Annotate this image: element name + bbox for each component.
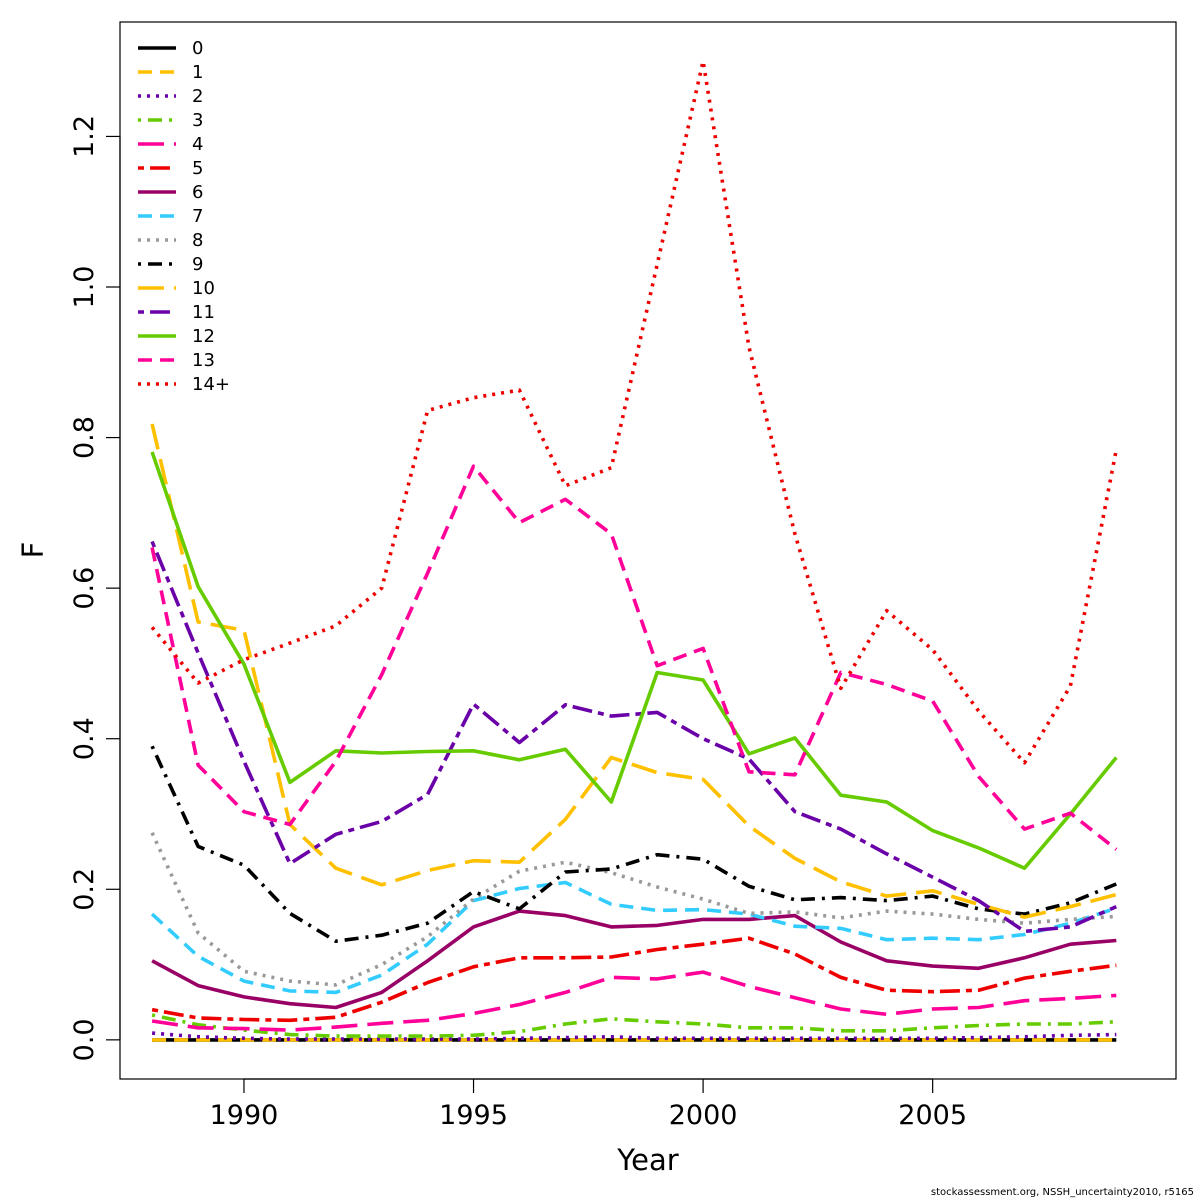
legend-label: 12 (192, 326, 215, 347)
legend-label: 7 (192, 206, 203, 227)
y-tick-label: 0.2 (69, 868, 100, 911)
y-tick-label: 1.0 (69, 266, 100, 309)
legend-label: 4 (192, 134, 203, 155)
legend-label: 2 (192, 86, 203, 107)
x-tick-label: 1995 (439, 1100, 508, 1131)
series-line-10 (150, 423, 1117, 919)
legend-label: 14+ (192, 374, 230, 395)
series-line-7 (150, 880, 1117, 995)
y-axis: 0.0 0.2 0.4 0.6 0.8 1.0 1.2 (69, 115, 121, 1061)
series-line-5 (151, 936, 1117, 1023)
legend-label: 5 (192, 158, 203, 179)
legend-label: 3 (192, 110, 203, 131)
series-line-11 (150, 540, 1118, 934)
series-line-4 (151, 970, 1117, 1032)
series-line-14plus (150, 59, 1119, 765)
legend-label: 10 (192, 278, 215, 299)
series-line-13 (150, 464, 1118, 851)
y-axis-title: F (16, 542, 50, 559)
legend-label: 0 (192, 38, 203, 59)
legend-label: 13 (192, 350, 215, 371)
x-axis: 1990 1995 2000 2005 (210, 1078, 967, 1131)
x-axis-title: Year (616, 1143, 678, 1177)
series-line-3 (151, 1013, 1117, 1038)
plot-frame (119, 21, 1177, 1080)
x-tick-label: 1990 (210, 1100, 279, 1131)
series-lines (150, 59, 1119, 1042)
footer-credit: stockassessment.org, NSSH_uncertainty201… (930, 1187, 1194, 1198)
legend-label: 11 (192, 302, 215, 323)
y-tick-label: 0.8 (69, 416, 100, 459)
legend-label: 1 (192, 62, 203, 83)
legend-label: 8 (192, 230, 203, 251)
y-tick-label: 1.2 (69, 115, 100, 158)
y-tick-label: 0.6 (69, 567, 100, 610)
x-tick-label: 2005 (898, 1100, 967, 1131)
legend-label: 9 (192, 254, 203, 275)
series-line-8 (150, 832, 1117, 987)
series-line-2 (151, 1031, 1117, 1041)
series-line-6 (151, 909, 1117, 1010)
y-tick-label: 0.4 (69, 717, 100, 760)
series-line-12 (150, 451, 1118, 871)
series-line-9 (150, 745, 1117, 944)
x-tick-label: 2000 (669, 1100, 738, 1131)
y-tick-label: 0.0 (69, 1018, 100, 1061)
legend-label: 6 (192, 182, 203, 203)
